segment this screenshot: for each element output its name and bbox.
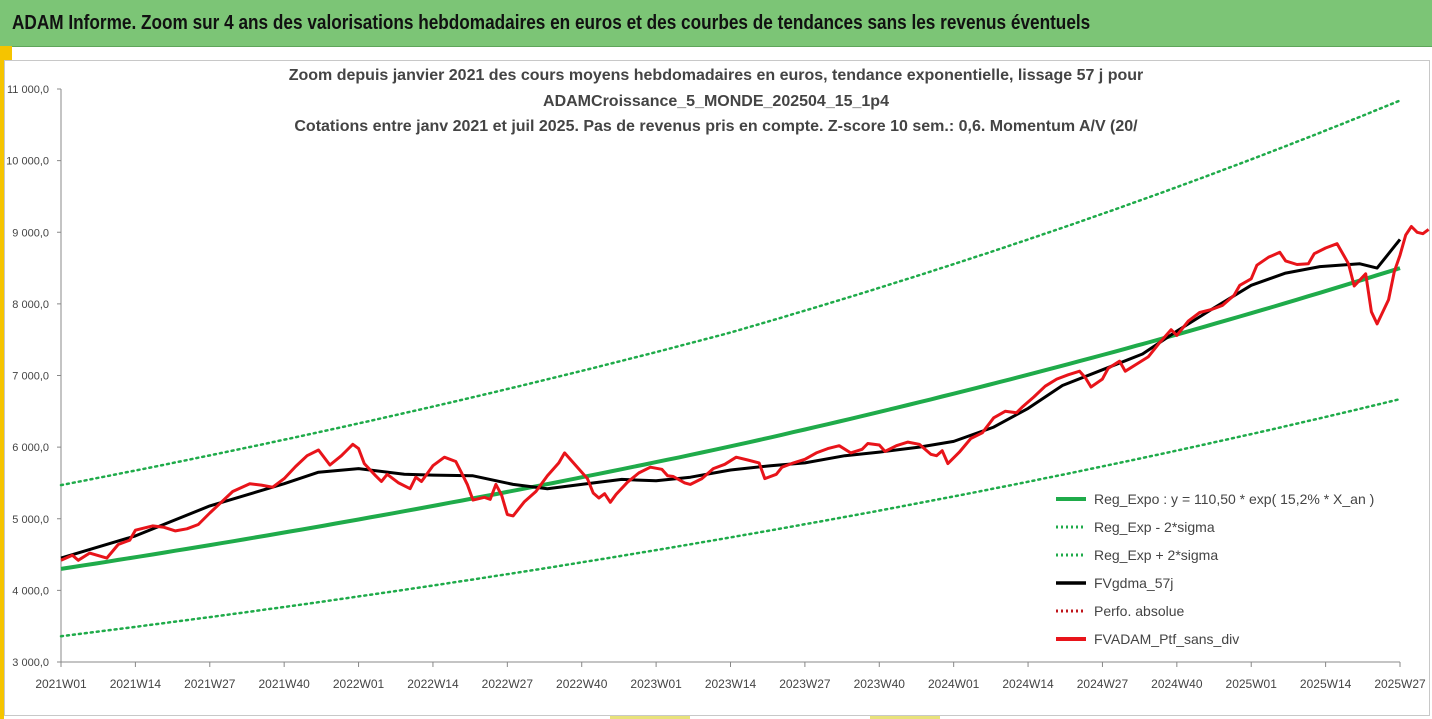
legend-item-upper-band[interactable]: Reg_Exp + 2*sigma [1052,545,1412,565]
series-lower-band [59,397,1402,638]
legend-label: FVgdma_57j [1094,575,1174,591]
x-tick-label: 2021W01 [35,677,87,691]
x-tick-label: 2024W40 [1151,677,1203,691]
legend-label: Reg_Expo : y = 110,50 * exp( 15,2% * X_a… [1094,491,1375,507]
bottom-accent-stripe [610,714,690,719]
legend-swatch-solid-red [1056,637,1086,641]
x-tick-label: 2021W14 [110,677,162,691]
x-tick-label: 2021W27 [184,677,236,691]
y-tick-label: 7 000,0 [12,371,49,383]
x-tick-label: 2024W01 [928,677,980,691]
legend-label: Perfo. absolue [1094,603,1185,619]
report-title: ADAM Informe. Zoom sur 4 ans des valoris… [12,12,1091,34]
legend-swatch-solid-green [1056,497,1086,501]
chart-title-line-3: Cotations entre janv 2021 et juil 2025. … [294,118,1138,135]
x-tick-label: 2023W14 [705,677,757,691]
legend-item-moving-average[interactable]: FVgdma_57j [1052,573,1412,593]
chart-area[interactable] [4,60,1430,716]
y-tick-label: 8 000,0 [12,299,49,311]
chart-title-line-2: ADAMCroissance_5_MONDE_202504_15_1p4 [543,93,889,110]
legend-swatch-dotted-green [1056,525,1086,529]
x-tick-label: 2022W01 [333,677,385,691]
y-tick-label: 3 000,0 [12,657,49,669]
bottom-accent-stripe [870,714,940,719]
x-tick-label: 2025W27 [1374,677,1426,691]
y-tick-label: 10 000,0 [6,156,49,168]
legend-label: Reg_Exp - 2*sigma [1094,519,1215,535]
x-tick-label: 2023W27 [779,677,831,691]
legend-item-regression[interactable]: Reg_Expo : y = 110,50 * exp( 15,2% * X_a… [1052,489,1412,509]
legend-item-portfolio[interactable]: FVADAM_Ptf_sans_div [1052,629,1412,649]
y-tick-label: 5 000,0 [12,514,49,526]
legend-item-lower-band[interactable]: Reg_Exp - 2*sigma [1052,517,1412,537]
legend-label: FVADAM_Ptf_sans_div [1094,631,1240,647]
x-tick-label: 2023W40 [854,677,906,691]
legend-swatch-dotted-red [1056,609,1086,613]
legend-item-absolute-perf[interactable]: Perfo. absolue [1052,601,1412,621]
x-tick-label: 2024W14 [1002,677,1054,691]
x-tick-label: 2022W27 [482,677,534,691]
x-tick-label: 2022W40 [556,677,608,691]
series-upper-band [59,99,1402,487]
header-bar: ADAM Informe. Zoom sur 4 ans des valoris… [0,0,1432,47]
legend-swatch-solid-black [1056,581,1086,585]
y-tick-label: 4 000,0 [12,585,49,597]
legend-swatch-dotted-green [1056,553,1086,557]
y-tick-label: 6 000,0 [12,442,49,454]
x-tick-label: 2024W27 [1077,677,1129,691]
x-tick-label: 2025W01 [1226,677,1278,691]
chart-title-line-1: Zoom depuis janvier 2021 des cours moyen… [288,67,1144,84]
y-tick-label: 9 000,0 [12,227,49,239]
series-moving-average [60,238,1402,560]
y-tick-label: 11 000,0 [7,84,49,96]
series-portfolio [60,225,1430,562]
legend-label: Reg_Exp + 2*sigma [1094,547,1219,563]
x-tick-label: 2023W01 [630,677,682,691]
x-tick-label: 2022W14 [407,677,459,691]
x-tick-label: 2021W40 [258,677,310,691]
x-tick-label: 2025W14 [1300,677,1352,691]
left-accent-stripe [0,46,4,719]
